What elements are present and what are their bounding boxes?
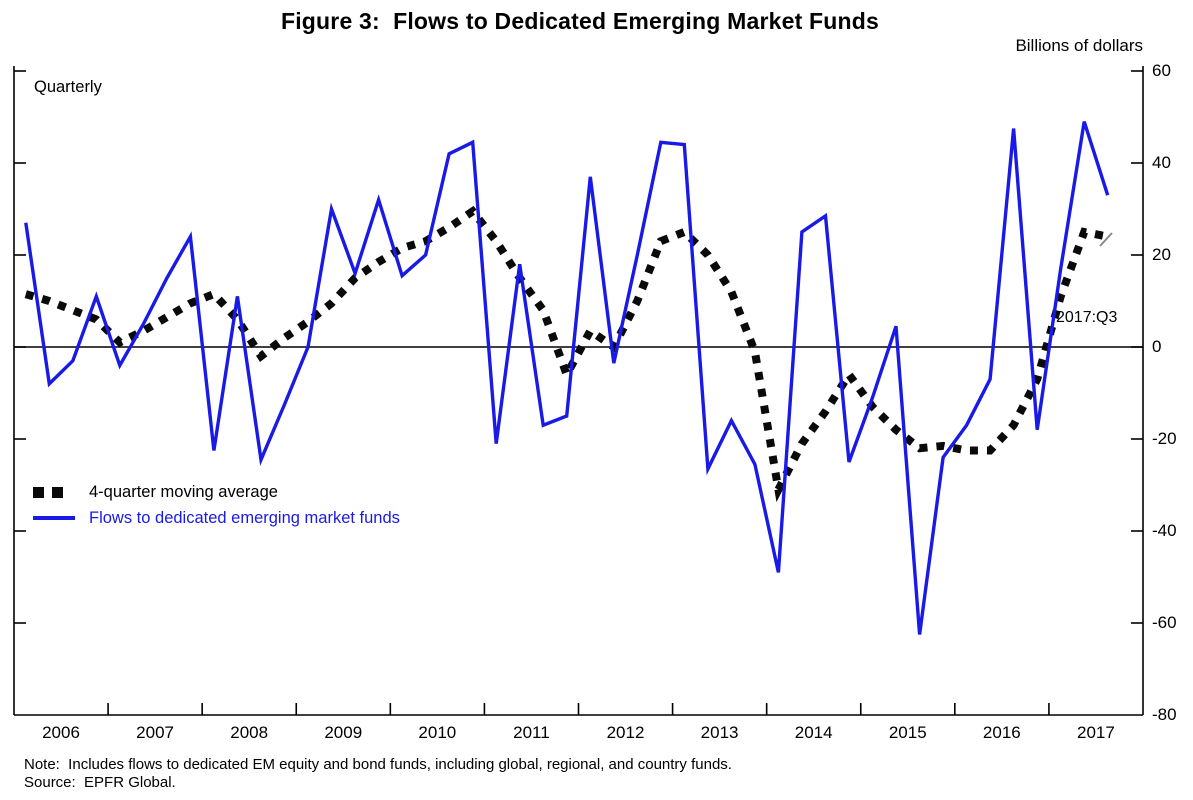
moving-average-line: [24, 205, 1109, 503]
y-tick-label: 20: [1152, 245, 1171, 264]
x-tick-label-year: 2007: [136, 723, 174, 742]
source-text: Source: EPFR Global.: [24, 774, 176, 791]
legend-item-moving-average: 4-quarter moving average: [33, 479, 400, 505]
y-tick-label: 0: [1152, 337, 1162, 356]
legend: 4-quarter moving average Flows to dedica…: [33, 479, 400, 531]
note-text: Note: Includes flows to dedicated EM equ…: [24, 756, 732, 773]
moving-average-swatch-icon: [33, 486, 77, 498]
legend-label-flows: Flows to dedicated emerging market funds: [89, 508, 400, 527]
x-tick-label-year: 2016: [982, 723, 1021, 742]
y-tick-label: 40: [1152, 153, 1171, 172]
legend-label-moving-average: 4-quarter moving average: [89, 482, 278, 501]
y-tick-label: -40: [1152, 521, 1177, 540]
x-tick-label-year: 2011: [513, 723, 550, 742]
x-tick-label-year: 2012: [606, 723, 645, 742]
flows-line: [24, 121, 1110, 635]
last-point-annotation: 2017:Q3: [1056, 309, 1118, 326]
x-tick-label-year: 2015: [888, 723, 927, 742]
y-tick-label: -80: [1152, 705, 1177, 724]
x-tick-label-year: 2010: [418, 723, 457, 742]
annotation-leader-icon: [1099, 232, 1113, 247]
y-tick-label: -20: [1152, 429, 1177, 448]
y-tick-label: -60: [1152, 613, 1177, 632]
x-tick-label-year: 2014: [794, 723, 833, 742]
x-tick-label-year: 2009: [324, 723, 363, 742]
x-tick-label-year: 2017: [1076, 723, 1115, 742]
frequency-label: Quarterly: [34, 78, 102, 96]
flows-line-swatch-icon: [33, 516, 77, 520]
y-tick-label: 60: [1152, 61, 1171, 80]
y-axis-units-label: Billions of dollars: [1015, 36, 1143, 55]
legend-item-flows: Flows to dedicated emerging market funds: [33, 505, 400, 531]
x-tick-label-year: 2006: [42, 723, 80, 742]
x-tick-label-year: 2008: [230, 723, 269, 742]
x-tick-label-year: 2013: [700, 723, 739, 742]
chart-title: Figure 3: Flows to Dedicated Emerging Ma…: [280, 8, 880, 34]
